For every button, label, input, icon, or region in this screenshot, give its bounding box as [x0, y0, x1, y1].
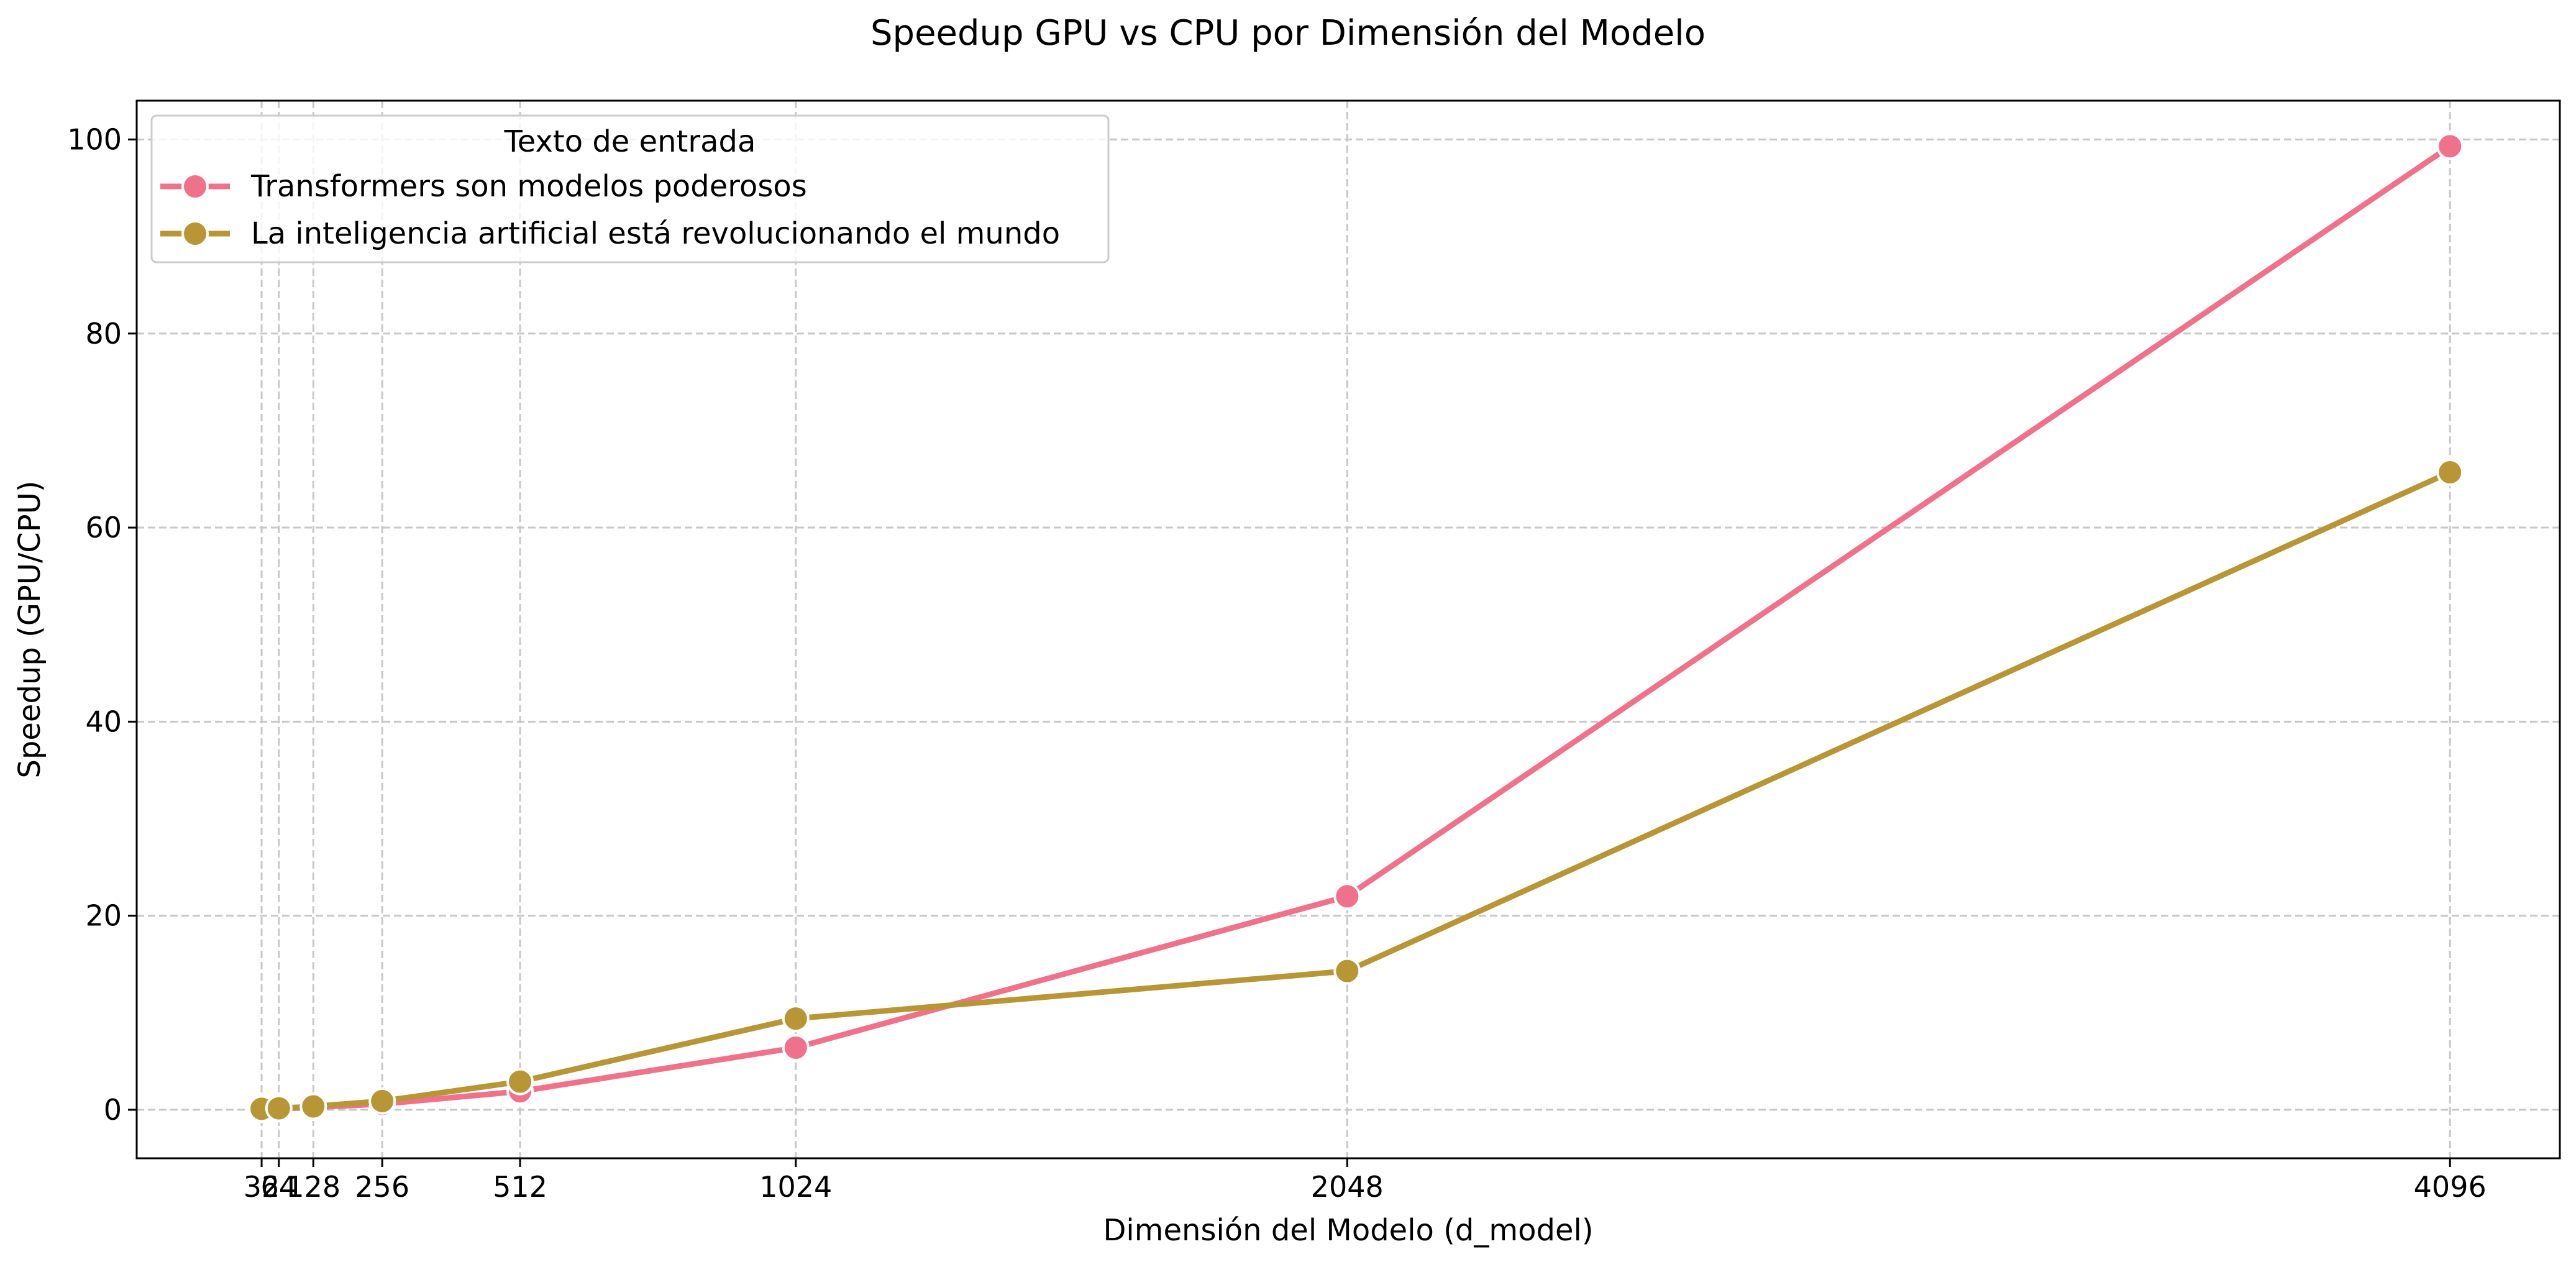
- y-tick-label: 20: [85, 899, 122, 933]
- data-point: [265, 1094, 293, 1122]
- x-tick-label: 4096: [2414, 1170, 2487, 1204]
- legend-box: [150, 114, 1110, 263]
- legend-title: Texto de entrada: [504, 124, 756, 159]
- series-2: [248, 459, 2464, 1123]
- data-point: [2436, 132, 2464, 160]
- chart-title: Speedup GPU vs CPU por Dimensión del Mod…: [870, 13, 1706, 53]
- y-tick-label: 60: [85, 511, 122, 544]
- x-tick-label: 128: [286, 1170, 340, 1204]
- y-axis-label: Speedup (GPU/CPU): [12, 480, 47, 778]
- legend-label: La inteligencia artificial está revoluci…: [251, 216, 1060, 251]
- x-tick-label: 1024: [759, 1170, 832, 1204]
- data-point: [368, 1087, 396, 1115]
- series-group: [248, 132, 2464, 1123]
- data-point: [2436, 459, 2464, 487]
- x-tick-label: 2048: [1311, 1170, 1384, 1204]
- x-tick-label: 64: [261, 1170, 298, 1204]
- data-point: [782, 1005, 810, 1033]
- y-tick-label: 0: [104, 1093, 122, 1127]
- grid: [137, 101, 2560, 1158]
- data-point: [506, 1068, 534, 1096]
- x-axis-label: Dimensión del Modelo (d_model): [1103, 1213, 1593, 1248]
- plot-area-frame: [135, 99, 2561, 1160]
- y-tick-label: 100: [67, 122, 122, 156]
- legend-swatch-marker: [181, 220, 209, 247]
- x-tick-label: 256: [355, 1170, 409, 1204]
- data-point: [299, 1092, 327, 1120]
- legend-swatch-marker: [181, 173, 209, 200]
- data-point: [1333, 957, 1361, 985]
- legend-item: Transformers son modelos poderosos: [160, 169, 807, 204]
- y-tick-label: 80: [85, 317, 122, 350]
- y-tick-label: 40: [85, 705, 122, 738]
- data-point: [782, 1033, 810, 1061]
- legend-label: Transformers son modelos poderosos: [250, 169, 807, 204]
- legend: Texto de entrada Transformers son modelo…: [150, 114, 1110, 263]
- x-tick-label: 512: [493, 1170, 547, 1204]
- x-tick-label: 32: [244, 1170, 280, 1204]
- legend-item: La inteligencia artificial está revoluci…: [160, 216, 1060, 251]
- data-point: [1333, 882, 1361, 910]
